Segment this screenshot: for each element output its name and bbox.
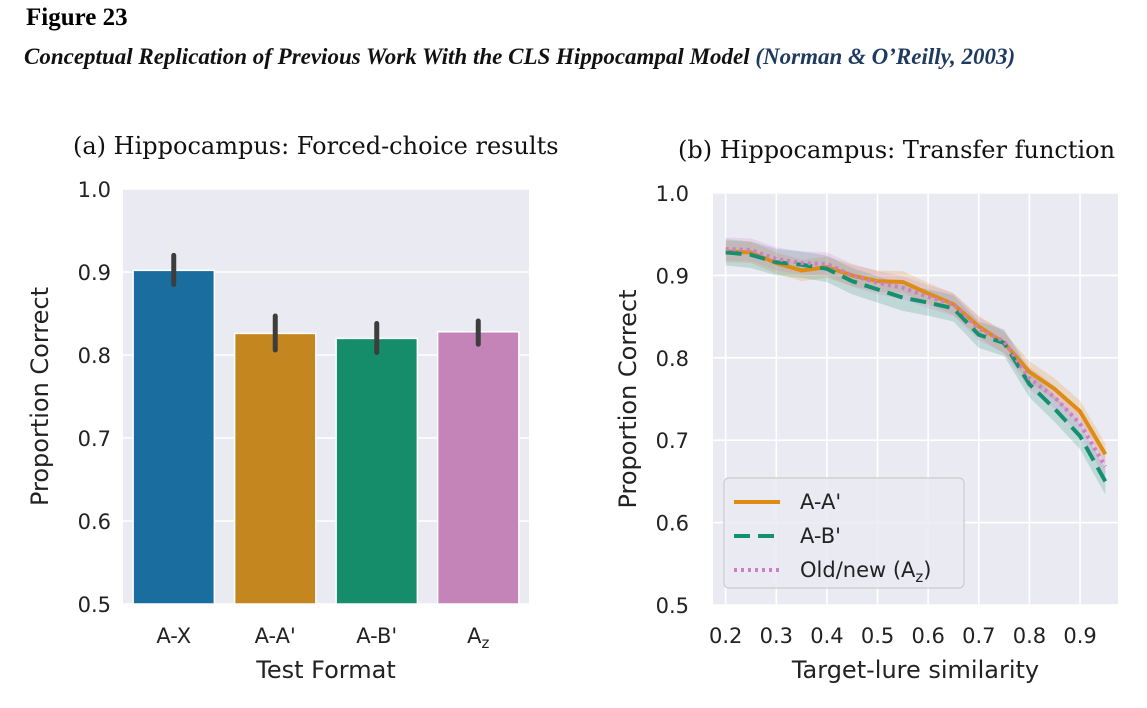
panel-a-ytick-label: 0.9	[78, 261, 111, 285]
panel-b-ytick-label: 0.9	[656, 264, 689, 288]
panel-a-ytick-label: 0.8	[78, 344, 111, 368]
figure-caption: Conceptual Replication of Previous Work …	[24, 40, 1139, 73]
panel-b-series-line	[725, 247, 1108, 468]
panel-a-xlabel: Test Format	[255, 656, 395, 684]
panel-b-series-line	[725, 249, 1108, 456]
panel-b-xtick-label: 0.9	[1063, 624, 1096, 648]
panel-a-ytick-label: 0.7	[78, 427, 111, 451]
panel-b-xtick-label: 0.8	[1013, 624, 1046, 648]
panel-a-bar	[436, 331, 520, 605]
panel-b-title: (b) Hippocampus: Transfer function	[678, 136, 1115, 164]
panel-b-legend-box	[723, 477, 965, 589]
caption-citation: (Norman & O’Reilly, 2003)	[755, 44, 1016, 69]
panel-a-bar	[233, 332, 317, 605]
panel-b-ytick-label: 1.0	[656, 182, 689, 206]
panel-b-ylabel: Proportion Correct	[614, 289, 642, 508]
panel-a-xtick-label: A-A'	[255, 624, 296, 648]
panel-b-xtick-label: 0.4	[810, 624, 843, 648]
figure-number: Figure 23	[26, 4, 128, 31]
panel-b-confidence-band	[725, 239, 1106, 495]
panel-a-ylabel: Proportion Correct	[26, 287, 54, 506]
panel-a-ytick-label: 0.6	[78, 510, 111, 534]
panel-b-xtick-label: 0.3	[760, 624, 793, 648]
panel-b-xtick-label: 0.6	[911, 624, 944, 648]
panel-b-legend-label: A-B'	[800, 524, 841, 548]
panel-b-xtick-label: 0.5	[861, 624, 894, 648]
panel-b-series-line	[725, 250, 1108, 483]
panel-a-bar	[132, 269, 216, 605]
panel-a-ytick-label: 1.0	[78, 178, 111, 202]
panel-a-xtick-label: A-B'	[356, 624, 397, 648]
caption-title: Conceptual Replication of Previous Work …	[24, 44, 750, 69]
panel-b-xtick-label: 0.2	[709, 624, 742, 648]
panel-b-ytick-label: 0.5	[656, 594, 689, 618]
panel-b-ytick-label: 0.6	[656, 512, 689, 536]
panel-b-legend-label: A-A'	[800, 490, 841, 514]
panel-b-ytick-label: 0.8	[656, 347, 689, 371]
panel-b-xlabel: Target-lure similarity	[791, 656, 1039, 684]
panel-a-xtick-label: A-X	[156, 624, 191, 648]
panel-a-xtick-label: Az	[467, 624, 489, 652]
panel-b-xtick-label: 0.7	[962, 624, 995, 648]
panel-b-ytick-label: 0.7	[656, 429, 689, 453]
panel-b-legend-label: Old/new (Az)	[800, 558, 932, 586]
panel-a-title: (a) Hippocampus: Forced-choice results	[73, 132, 559, 160]
panel-a-bar	[335, 337, 419, 605]
panel-a-ytick-label: 0.5	[78, 593, 111, 617]
